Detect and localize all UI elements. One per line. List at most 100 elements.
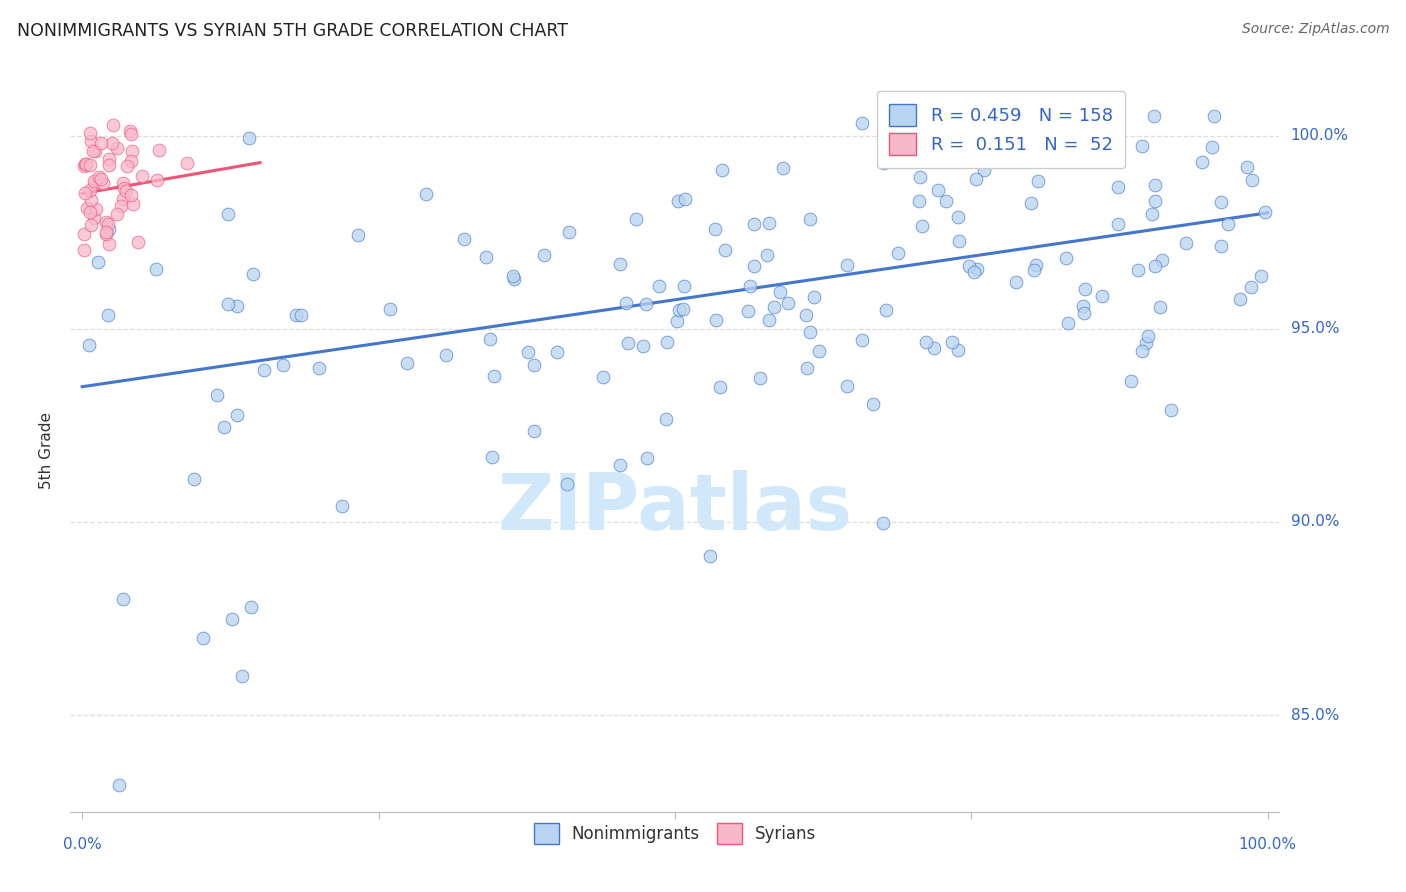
Point — [546, 345, 568, 359]
Point — [96, 308, 118, 322]
Point — [908, 194, 931, 208]
Point — [284, 308, 307, 322]
Point — [415, 187, 437, 202]
Point — [183, 472, 205, 486]
Point — [120, 154, 142, 169]
Point — [217, 297, 239, 311]
Point — [115, 184, 138, 198]
Point — [558, 225, 581, 239]
Point — [1204, 109, 1226, 123]
Point — [145, 261, 167, 276]
Point — [97, 218, 120, 232]
Point — [238, 131, 260, 145]
Point — [112, 180, 135, 194]
Point — [799, 212, 821, 227]
Point — [758, 312, 780, 326]
Point — [915, 334, 938, 349]
Point — [77, 338, 100, 352]
Point — [1132, 138, 1154, 153]
Point — [90, 136, 112, 151]
Point — [1090, 152, 1112, 166]
Point — [965, 171, 987, 186]
Point — [83, 211, 105, 226]
Point — [1140, 207, 1163, 221]
Point — [769, 285, 792, 300]
Point — [347, 227, 370, 242]
Text: NONIMMIGRANTS VS SYRIAN 5TH GRADE CORRELATION CHART: NONIMMIGRANTS VS SYRIAN 5TH GRADE CORREL… — [17, 22, 568, 40]
Point — [758, 216, 780, 230]
Point — [221, 611, 243, 625]
Point — [502, 268, 524, 283]
Point — [226, 408, 249, 422]
Text: 90.0%: 90.0% — [1291, 515, 1339, 530]
Point — [1119, 374, 1142, 388]
Point — [935, 194, 957, 209]
Point — [948, 234, 970, 248]
Point — [706, 312, 728, 326]
Point — [1025, 258, 1047, 272]
Point — [110, 199, 132, 213]
Point — [835, 379, 858, 393]
Point — [742, 259, 765, 273]
Text: 100.0%: 100.0% — [1291, 128, 1348, 143]
Point — [112, 192, 135, 206]
Point — [1054, 251, 1077, 265]
Point — [666, 194, 689, 208]
Point — [699, 549, 721, 564]
Point — [101, 118, 124, 132]
Point — [1239, 279, 1261, 293]
Legend: Nonimmigrants, Syrians: Nonimmigrants, Syrians — [527, 817, 823, 850]
Text: 95.0%: 95.0% — [1291, 321, 1339, 336]
Point — [1091, 289, 1114, 303]
Point — [105, 141, 128, 155]
Point — [737, 303, 759, 318]
Point — [966, 262, 988, 277]
Point — [1136, 329, 1159, 343]
Point — [231, 669, 253, 683]
Point — [118, 124, 141, 138]
Point — [97, 236, 120, 251]
Point — [75, 186, 97, 200]
Point — [76, 201, 98, 215]
Point — [148, 143, 170, 157]
Point — [83, 174, 105, 188]
Point — [709, 379, 731, 393]
Point — [1071, 300, 1094, 314]
Point — [648, 279, 671, 293]
Point — [523, 358, 546, 372]
Point — [1073, 306, 1095, 320]
Point — [80, 134, 103, 148]
Text: 85.0%: 85.0% — [1291, 707, 1339, 723]
Point — [1143, 109, 1166, 123]
Point — [1229, 292, 1251, 306]
Text: Source: ZipAtlas.com: Source: ZipAtlas.com — [1241, 22, 1389, 37]
Point — [73, 159, 96, 173]
Point — [91, 177, 114, 191]
Point — [94, 227, 117, 241]
Point — [672, 301, 695, 316]
Point — [271, 358, 294, 372]
Point — [122, 197, 145, 211]
Point — [90, 171, 112, 186]
Point — [862, 397, 884, 411]
Point — [1250, 268, 1272, 283]
Point — [776, 295, 799, 310]
Point — [242, 268, 264, 282]
Point — [1241, 173, 1264, 187]
Point — [1201, 140, 1223, 154]
Point — [1150, 252, 1173, 267]
Point — [434, 348, 457, 362]
Point — [86, 255, 108, 269]
Point — [108, 778, 131, 792]
Point — [872, 516, 894, 531]
Point — [94, 215, 117, 229]
Point — [378, 302, 401, 317]
Point — [1149, 300, 1171, 314]
Point — [479, 332, 502, 346]
Y-axis label: 5th Grade: 5th Grade — [39, 412, 55, 489]
Point — [946, 343, 969, 358]
Point — [908, 170, 931, 185]
Point — [193, 631, 215, 645]
Point — [100, 136, 122, 150]
Point — [330, 499, 353, 513]
